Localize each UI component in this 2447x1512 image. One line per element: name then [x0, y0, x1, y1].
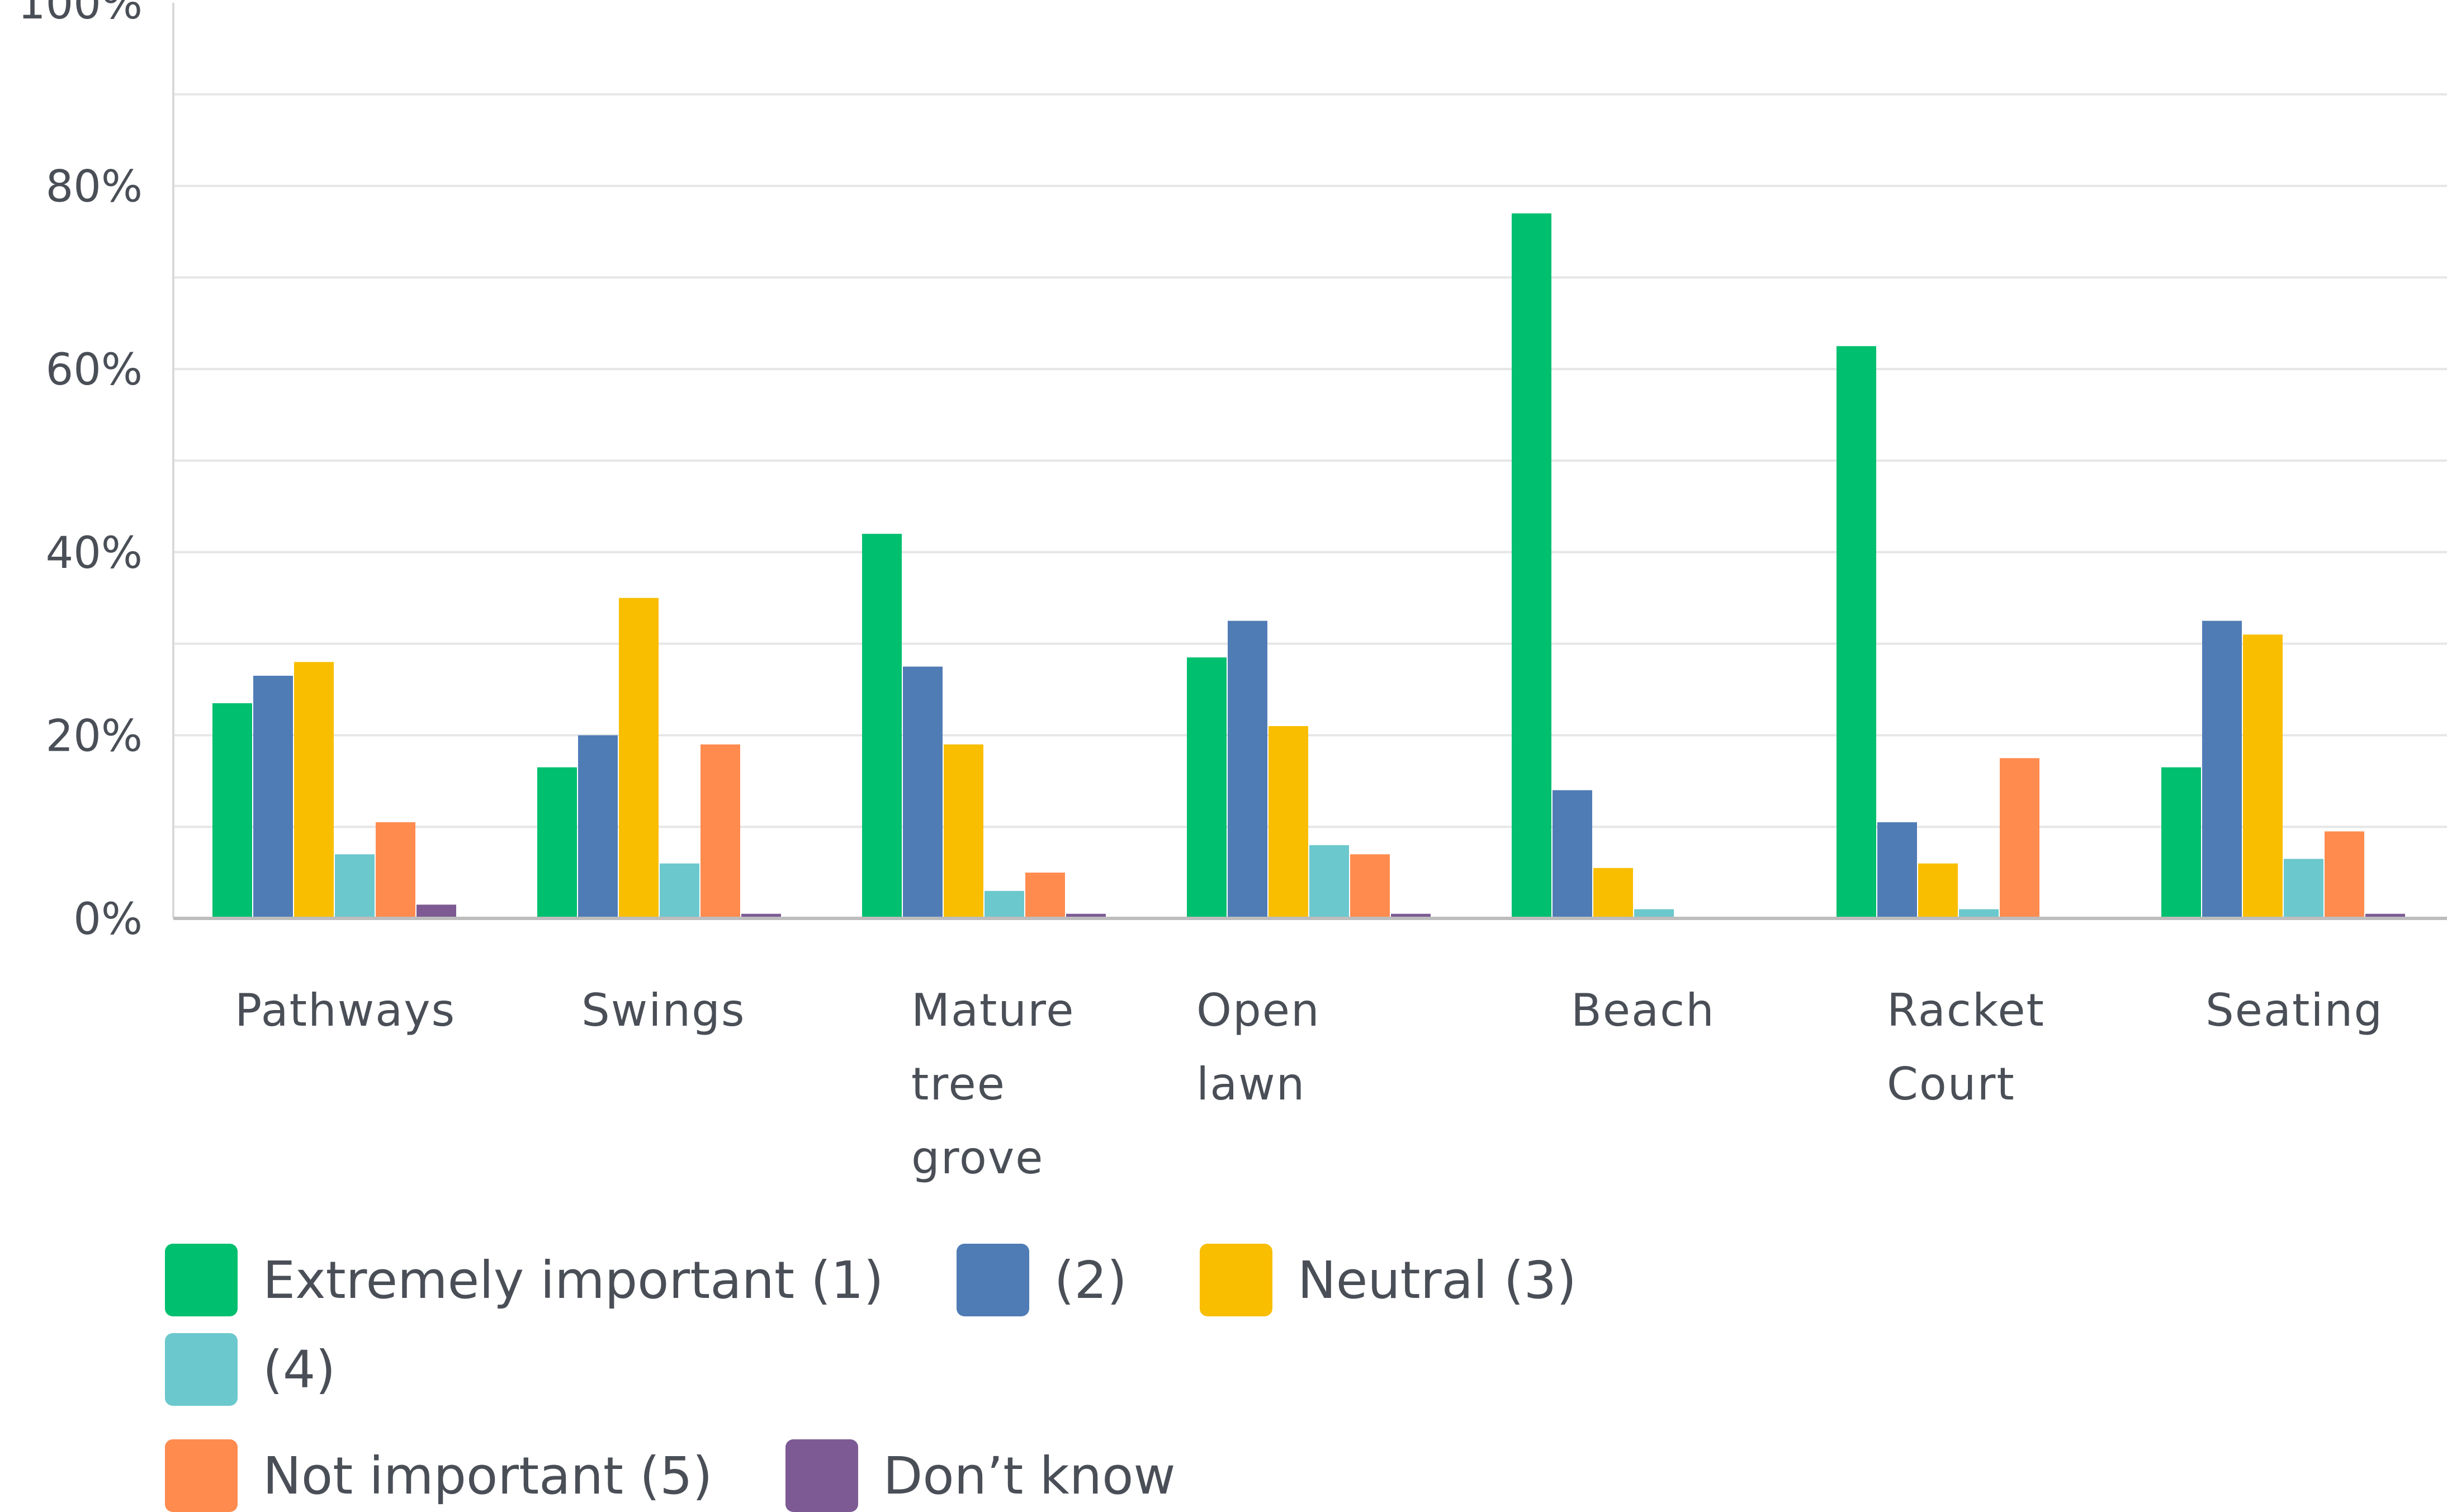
bar — [1553, 790, 1592, 918]
x-tick-label: Open — [1196, 984, 1320, 1036]
x-tick-label: Seating — [2205, 984, 2383, 1036]
bar — [1391, 913, 1431, 918]
bar-chart: 0% 20% 40% 60% 80% 100% Pathways Swings Mature tr… — [18, 0, 2447, 1184]
legend-swatch — [165, 1439, 238, 1512]
bar — [903, 666, 943, 918]
bar — [1877, 822, 1917, 918]
legend-item: Neutral (3) — [1199, 1244, 1577, 1316]
bar — [537, 767, 577, 918]
bar — [2284, 859, 2323, 918]
bar — [1959, 909, 1999, 918]
x-tick-label: Court — [1887, 1058, 2015, 1110]
x-tick-label: tree — [911, 1058, 1006, 1110]
bar — [619, 598, 659, 918]
bar — [253, 675, 293, 918]
bar — [944, 744, 983, 918]
legend-item: (4) — [165, 1333, 335, 1406]
bar — [1634, 909, 1674, 918]
legend: Extremely important (1) (2) Neutral (3) (4)… — [165, 1244, 1842, 1512]
bar — [1918, 863, 1958, 918]
bar — [1228, 620, 1267, 918]
bar — [2365, 913, 2405, 918]
y-tick-label: 20% — [46, 711, 143, 761]
legend-swatch — [1199, 1244, 1272, 1316]
y-tick-label: 0% — [73, 894, 143, 945]
bar — [862, 534, 902, 918]
legend-label: Don’t know — [883, 1445, 1176, 1506]
bar — [2243, 634, 2283, 918]
x-tick-label: Mature — [911, 984, 1075, 1036]
bar — [1066, 913, 1106, 918]
legend-item: Extremely important (1) — [165, 1244, 884, 1316]
legend-label: Not important (5) — [263, 1445, 713, 1506]
x-tick-label: Pathways — [235, 984, 456, 1036]
legend-item: Don’t know — [785, 1439, 1176, 1512]
bar — [2000, 758, 2039, 918]
x-tick-label: lawn — [1196, 1058, 1305, 1110]
y-tick-label: 100% — [18, 0, 143, 29]
x-tick-label: Beach — [1571, 984, 1715, 1036]
x-tick-label: Racket — [1887, 984, 2045, 1036]
bar — [1512, 213, 1551, 918]
legend-label: (2) — [1054, 1250, 1127, 1310]
bar — [294, 662, 334, 918]
bar — [1593, 868, 1633, 918]
bar — [1837, 346, 1876, 918]
legend-item: Not important (5) — [165, 1439, 713, 1512]
y-tick-label: 80% — [46, 162, 143, 212]
bar — [416, 904, 456, 918]
bar — [1269, 726, 1308, 918]
legend-label: Extremely important (1) — [263, 1250, 884, 1310]
bar — [212, 703, 252, 918]
legend-item: (2) — [956, 1244, 1127, 1316]
bar — [1350, 854, 1390, 918]
bar — [985, 890, 1024, 918]
bar — [1025, 873, 1065, 918]
bar — [2325, 831, 2364, 918]
bar — [660, 863, 699, 918]
bar — [741, 913, 781, 918]
bar — [376, 822, 415, 918]
bar — [335, 854, 375, 918]
bar — [1309, 845, 1349, 918]
legend-label: Neutral (3) — [1297, 1250, 1577, 1310]
legend-swatch — [956, 1244, 1029, 1316]
legend-label: (4) — [263, 1339, 336, 1400]
bar — [2202, 620, 2242, 918]
legend-swatch — [165, 1333, 238, 1406]
bar — [1187, 657, 1227, 918]
bar — [578, 735, 618, 918]
bar — [701, 744, 740, 918]
legend-swatch — [165, 1244, 238, 1316]
legend-swatch — [785, 1439, 858, 1512]
y-tick-label: 40% — [46, 528, 143, 579]
x-tick-label: Swings — [581, 984, 746, 1036]
x-tick-label: grove — [911, 1132, 1044, 1184]
bar — [2161, 767, 2201, 918]
y-tick-label: 60% — [46, 345, 143, 395]
